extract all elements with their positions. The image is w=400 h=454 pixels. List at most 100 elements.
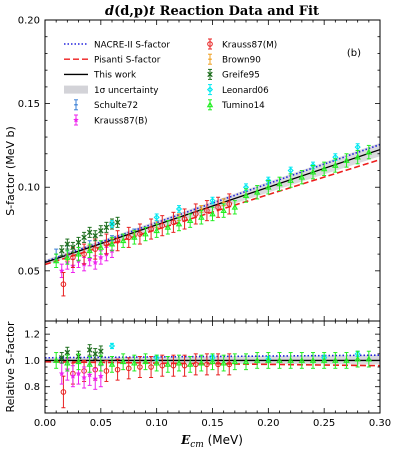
x-tick-label: 0.25 (313, 418, 335, 429)
data-point (192, 203, 199, 225)
legend-label: Krauss87(B) (94, 116, 148, 126)
legend-label: Tumino14 (221, 101, 265, 111)
legend-label: Greife95 (222, 71, 260, 81)
data-point (198, 210, 205, 225)
legend-item-leonard06: Leonard06 (206, 84, 269, 96)
y-tick-label-bottom: 0.8 (24, 382, 40, 393)
legend: NACRE-II S-factor Pisanti S-factor This wo… (64, 38, 277, 126)
data-point (60, 272, 67, 297)
data-point (103, 221, 110, 233)
y-tick-label-bottom: 1.0 (24, 356, 40, 367)
data-point (242, 188, 250, 203)
data-point (75, 353, 82, 371)
data-point (276, 176, 283, 192)
data-point (125, 226, 132, 248)
data-point (86, 344, 93, 356)
panel-label: (b) (347, 48, 361, 59)
y-tick-label-top: 0.10 (18, 183, 40, 194)
data-point (209, 196, 216, 205)
data-point (69, 365, 77, 388)
data-point (64, 250, 71, 265)
legend-item-pisanti-s-factor: Pisanti S-factor (64, 56, 161, 66)
data-point (231, 200, 239, 215)
legend-item-brown90: Brown90 (208, 53, 261, 66)
data-point (198, 354, 205, 372)
data-point (108, 355, 116, 373)
legend-label: Pisanti S-factor (94, 56, 161, 66)
data-point (332, 158, 339, 173)
bottom-series-tumino14 (52, 350, 373, 373)
data-point (204, 353, 210, 376)
data-point (265, 352, 272, 369)
data-point (108, 342, 116, 350)
x-tick-label: 0.10 (146, 418, 168, 429)
data-point (81, 243, 87, 265)
data-point (58, 352, 65, 364)
data-point (86, 226, 93, 238)
data-point (181, 208, 188, 230)
data-point (164, 220, 172, 235)
y-tick-label-top: 0.15 (18, 99, 40, 110)
bottom-points-layer (52, 342, 373, 409)
legend-item-tumino14: Tumino14 (206, 99, 265, 111)
data-point (80, 366, 88, 389)
data-point (186, 355, 194, 373)
data-point (226, 193, 233, 215)
data-point (92, 230, 99, 242)
data-point (131, 230, 138, 245)
data-point (175, 216, 183, 232)
data-point (265, 180, 272, 195)
legend-label: 1σ uncertainty (94, 86, 159, 96)
data-point (70, 241, 76, 253)
legend-label: Leonard06 (222, 86, 269, 96)
x-tick-label: 0.15 (201, 418, 223, 429)
data-point (92, 238, 99, 260)
data-point (131, 354, 138, 372)
data-point (298, 170, 306, 185)
legend-label: NACRE-II S-factor (94, 40, 170, 50)
legend-item-nacre-ii-s-factor: NACRE-II S-factor (64, 40, 170, 50)
data-point (137, 223, 143, 245)
data-point (298, 352, 306, 369)
data-point (108, 220, 116, 228)
data-point (75, 236, 82, 248)
x-tick-label: 0.30 (369, 418, 391, 429)
data-point (108, 236, 116, 252)
data-point (148, 355, 154, 379)
data-point (242, 353, 250, 371)
data-point (170, 354, 177, 377)
data-point (64, 238, 71, 250)
legend-item-this-work: This work (64, 71, 137, 81)
data-point (320, 161, 328, 177)
data-point (175, 205, 183, 213)
data-point (220, 354, 227, 372)
x-tick-label: 0.05 (90, 418, 112, 429)
data-point (204, 200, 210, 222)
data-point (220, 203, 227, 218)
data-point (86, 355, 93, 373)
data-point (114, 358, 121, 381)
data-point (365, 144, 373, 160)
legend-label: Brown90 (222, 56, 261, 66)
data-point (343, 352, 350, 369)
data-point (52, 352, 60, 369)
data-point (226, 353, 233, 376)
legend-item-krauss87-m: Krauss87(M) (207, 38, 277, 50)
data-point (153, 213, 160, 222)
data-point (81, 231, 87, 243)
y-tick-label-top: 0.05 (18, 266, 40, 277)
data-point (114, 230, 121, 252)
data-point (92, 367, 99, 390)
data-point (142, 353, 149, 371)
data-point (92, 348, 99, 360)
legend-item-greife95: Greife95 (207, 68, 260, 81)
top-points-layer (52, 143, 373, 297)
data-point (64, 354, 71, 372)
y-axis-label-top: S-factor (MeV b) (4, 126, 17, 216)
x-tick-label: 0.00 (34, 418, 56, 429)
data-point (175, 354, 183, 372)
data-point (215, 353, 221, 376)
data-point (159, 215, 166, 237)
